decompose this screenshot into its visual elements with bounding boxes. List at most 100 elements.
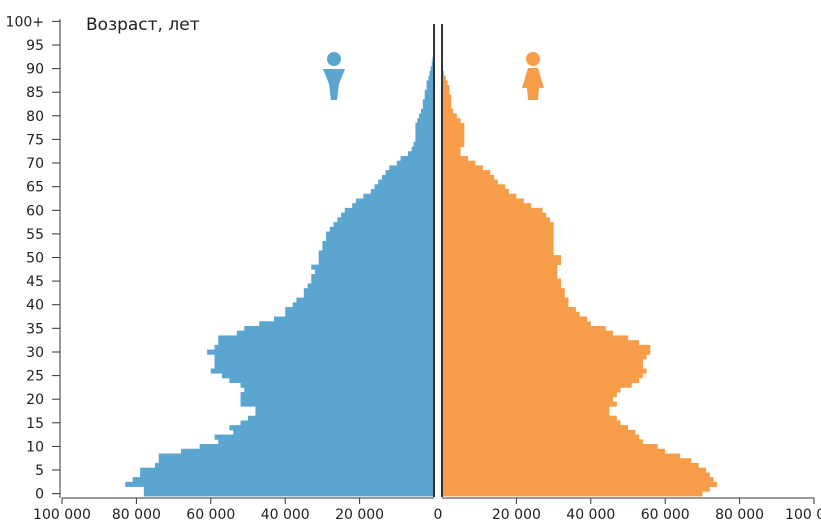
left-bar-age-41 — [296, 297, 434, 303]
right-bar-age-12 — [442, 434, 640, 440]
y-tick-label: 5 — [35, 463, 44, 479]
left-bar-age-71 — [400, 155, 434, 162]
left-bar-age-3 — [132, 477, 434, 483]
left-bar-age-74 — [413, 141, 434, 147]
y-tick-label: 35 — [26, 321, 44, 337]
left-bar-age-84 — [424, 94, 434, 100]
right-bar-age-7 — [442, 458, 692, 464]
right-bar-age-53 — [442, 240, 554, 247]
left-bar-age-0 — [143, 491, 434, 497]
right-bar-age-30 — [442, 349, 651, 355]
left-bar-age-87 — [426, 80, 434, 86]
y-ticks — [52, 20, 60, 495]
y-tick-label: 25 — [26, 369, 44, 385]
left-bar-age-36 — [259, 321, 434, 327]
right-bar-age-67 — [442, 174, 495, 180]
left-bar-age-48 — [311, 264, 434, 270]
right-bar-age-83 — [442, 99, 452, 105]
x-tick-label: 20 000 — [335, 507, 384, 521]
right-bar-age-45 — [442, 278, 562, 284]
left-bar-age-72 — [407, 151, 434, 157]
left-bar-age-62 — [355, 198, 434, 204]
left-bar-age-61 — [352, 203, 434, 209]
y-tick-label: 65 — [26, 180, 44, 196]
left-bar-age-76 — [415, 132, 434, 138]
right-bar-age-27 — [442, 363, 643, 369]
left-bar-age-83 — [422, 99, 434, 105]
left-bar-age-24 — [229, 377, 434, 384]
left-bar-age-47 — [314, 269, 434, 275]
y-tick-label: 20 — [26, 392, 44, 408]
y-tick-label: 45 — [26, 274, 44, 290]
y-tick-label: 0 — [35, 487, 44, 503]
right-bar-age-81 — [442, 108, 454, 114]
left-bar-age-85 — [424, 89, 434, 95]
left-bar-age-50 — [318, 255, 434, 261]
right-bar-age-78 — [442, 122, 465, 129]
left-bar-age-46 — [311, 274, 434, 280]
right-bar-age-51 — [442, 250, 554, 256]
left-bar-age-4 — [140, 472, 434, 478]
right-bar-age-63 — [442, 193, 517, 199]
left-bar-age-80 — [419, 113, 434, 119]
right-bar-age-14 — [442, 425, 628, 431]
right-bar-age-36 — [442, 321, 591, 327]
right-bar-age-75 — [442, 137, 465, 143]
right-bar-age-86 — [442, 85, 450, 91]
right-bar-age-25 — [442, 373, 643, 379]
right-bar-age-46 — [442, 274, 558, 280]
left-bar-age-33 — [218, 335, 434, 341]
left-bar-age-11 — [218, 439, 434, 445]
right-bar-age-18 — [442, 406, 610, 412]
right-bar-age-33 — [442, 335, 628, 341]
y-tick-label: 15 — [26, 416, 44, 432]
left-bar-age-44 — [307, 283, 434, 289]
right-bar-age-70 — [442, 160, 476, 166]
right-bar-age-47 — [442, 269, 558, 275]
right-bar-age-57 — [442, 222, 554, 228]
left-bar-age-6 — [155, 462, 434, 469]
left-bar-age-79 — [417, 118, 434, 124]
left-bar-age-59 — [341, 212, 434, 218]
left-bar-age-88 — [428, 75, 434, 81]
right-bar-age-4 — [442, 472, 710, 478]
left-bar-age-78 — [415, 122, 434, 129]
x-tick-label: 80 000 — [715, 507, 764, 521]
right-bar-age-58 — [442, 217, 550, 223]
right-bars — [442, 19, 718, 497]
left-bar-age-19 — [240, 401, 434, 407]
left-bar-age-12 — [214, 434, 434, 440]
right-bar-age-54 — [442, 236, 554, 242]
y-tick-label: 10 — [26, 439, 44, 455]
left-bar-age-60 — [344, 207, 434, 214]
y-tick-label: 80 — [26, 109, 44, 125]
right-bar-age-41 — [442, 297, 569, 303]
right-bar-age-37 — [442, 316, 588, 322]
left-bar-age-64 — [370, 189, 434, 195]
x-tick-label: 60 000 — [641, 507, 690, 521]
right-bar-age-43 — [442, 288, 565, 294]
y-tick-label: 30 — [26, 345, 44, 361]
right-bar-age-5 — [442, 467, 707, 473]
right-bar-age-0 — [442, 491, 703, 497]
right-bar-age-77 — [442, 127, 465, 133]
left-bar-age-86 — [426, 85, 434, 91]
right-bar-age-85 — [442, 89, 450, 95]
right-bar-age-84 — [442, 94, 452, 100]
right-bar-age-17 — [442, 410, 610, 417]
left-bar-age-34 — [236, 330, 434, 336]
left-bar-age-56 — [329, 226, 434, 232]
left-bar-age-32 — [218, 340, 434, 346]
left-bar-age-21 — [240, 392, 434, 398]
left-bar-age-81 — [420, 108, 434, 114]
x-tick-label: 100 000 — [33, 507, 91, 521]
right-bar-age-72 — [442, 151, 461, 157]
left-bar-age-43 — [303, 288, 434, 294]
right-bar-age-65 — [442, 184, 506, 190]
left-bar-age-5 — [140, 467, 434, 473]
left-bar-age-52 — [322, 245, 434, 251]
right-bar-age-87 — [442, 80, 448, 86]
right-bar-age-79 — [442, 118, 461, 124]
right-bar-age-20 — [442, 396, 614, 402]
left-bar-age-66 — [378, 179, 434, 185]
